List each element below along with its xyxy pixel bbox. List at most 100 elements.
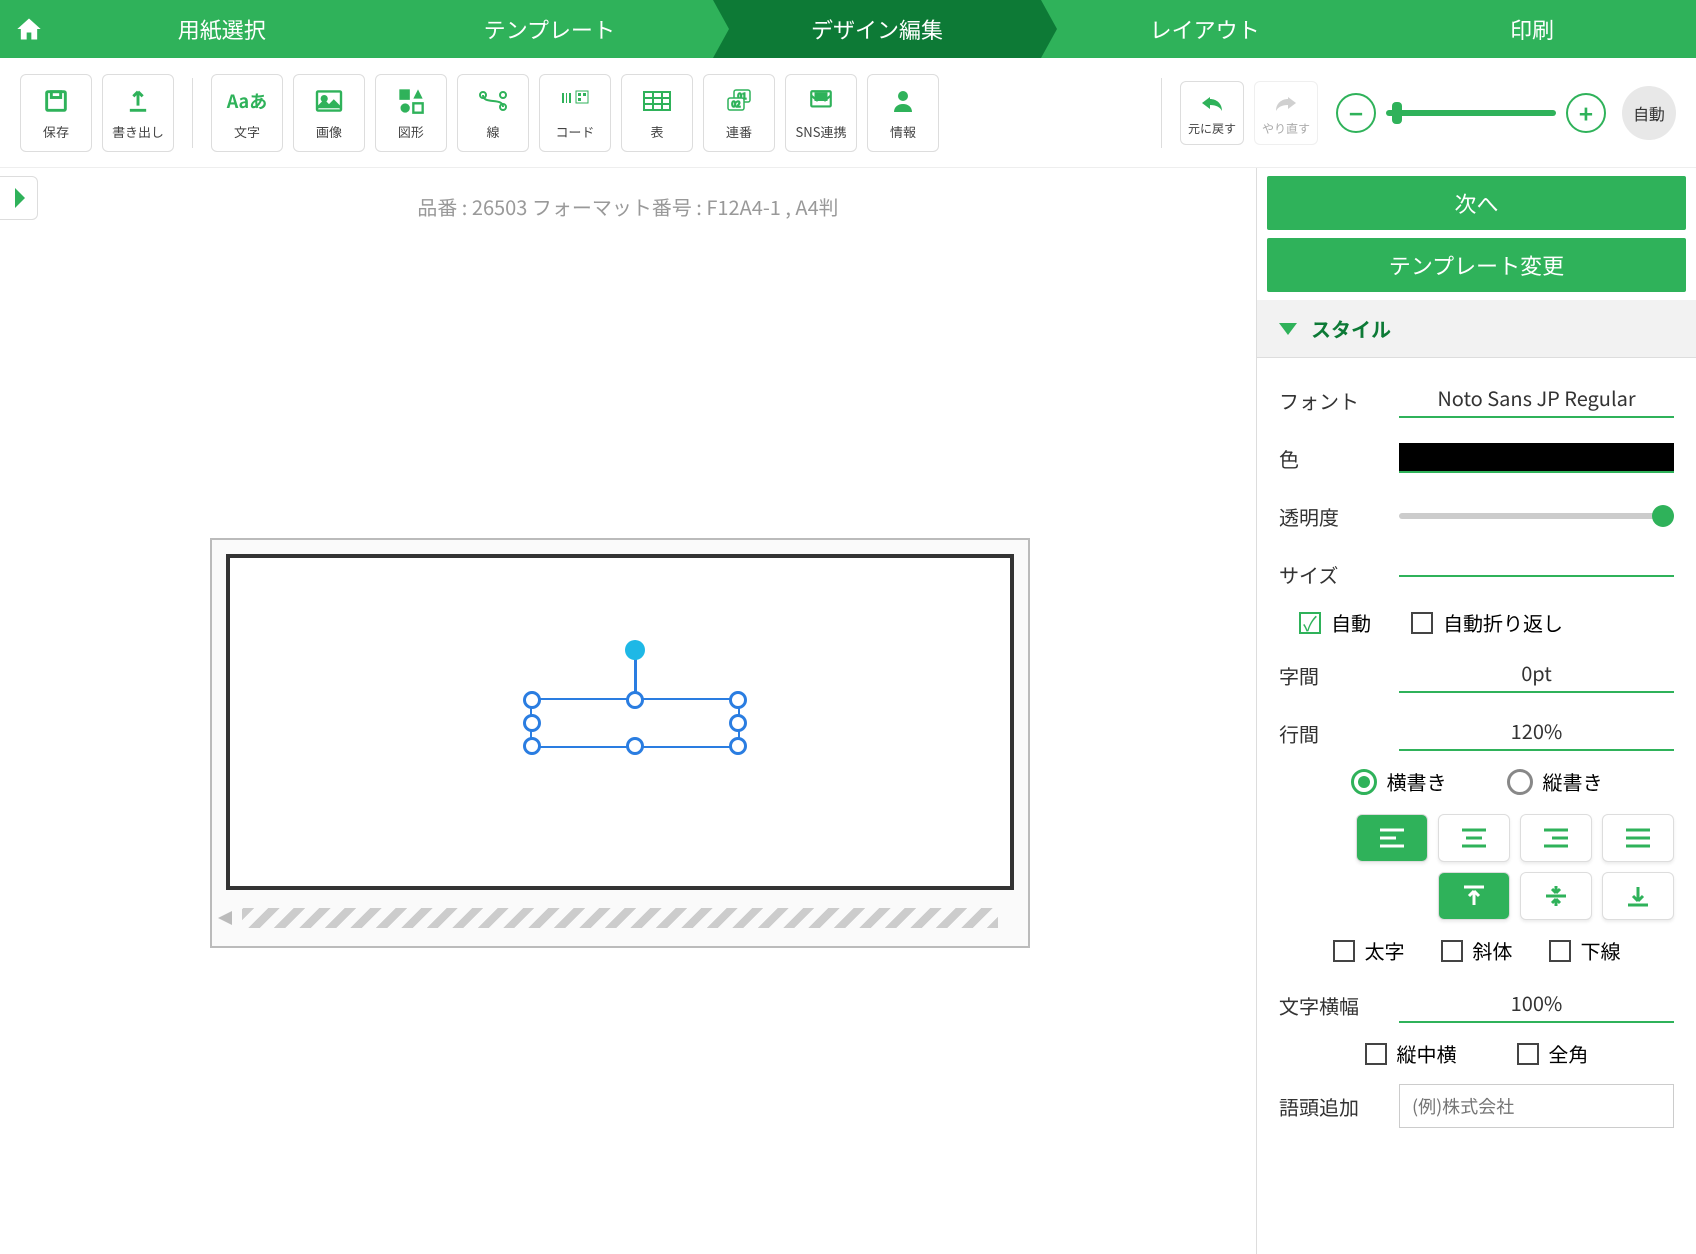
checkbox-icon <box>1517 1043 1539 1065</box>
resize-handle-mr[interactable] <box>729 714 747 732</box>
resize-handle-ml[interactable] <box>523 714 541 732</box>
separator <box>1161 78 1162 148</box>
horizontal-radio[interactable]: 横書き <box>1351 767 1447 796</box>
tool-label: 線 <box>486 122 499 141</box>
text-button[interactable]: Aaあ 文字 <box>211 74 283 152</box>
fullwidth-checkbox[interactable]: 全角 <box>1517 1039 1589 1068</box>
color-swatch[interactable] <box>1399 443 1674 473</box>
checkbox-label: 全角 <box>1549 1039 1589 1068</box>
info-button[interactable]: 情報 <box>867 74 939 152</box>
zoom-auto-button[interactable]: 自動 <box>1622 86 1676 140</box>
underline-checkbox[interactable]: 下線 <box>1549 936 1621 965</box>
tool-label: コード <box>555 122 594 141</box>
font-value[interactable]: Noto Sans JP Regular <box>1399 383 1674 418</box>
nav-step-print[interactable]: 印刷 <box>1368 0 1696 58</box>
auto-size-checkbox[interactable]: ✓ 自動 <box>1299 608 1371 637</box>
table-icon <box>642 84 672 118</box>
tool-label: 情報 <box>890 122 916 141</box>
zoom-control: − + 自動 <box>1336 86 1676 140</box>
image-button[interactable]: 画像 <box>293 74 365 152</box>
expand-sidebar-tab[interactable] <box>0 176 38 220</box>
resize-handle-tm[interactable] <box>626 691 644 709</box>
rotate-handle[interactable] <box>625 640 645 660</box>
nav-step-layout[interactable]: レイアウト <box>1041 0 1369 58</box>
resize-handle-tr[interactable] <box>729 691 747 709</box>
prefix-input[interactable] <box>1399 1084 1674 1128</box>
tool-label: 元に戻す <box>1188 120 1236 137</box>
bold-checkbox[interactable]: 太字 <box>1333 936 1405 965</box>
next-button[interactable]: 次へ <box>1267 176 1686 230</box>
color-label: 色 <box>1279 444 1399 473</box>
nav-step-paper[interactable]: 用紙選択 <box>58 0 386 58</box>
checkbox-label: 太字 <box>1365 936 1405 965</box>
style-section-header[interactable]: スタイル <box>1257 300 1696 358</box>
align-right-button[interactable] <box>1520 814 1592 862</box>
valign-bottom-button[interactable] <box>1602 872 1674 920</box>
align-right-icon <box>1542 827 1570 849</box>
zoom-in-button[interactable]: + <box>1566 93 1606 133</box>
line-button[interactable]: 線 <box>457 74 529 152</box>
change-template-button[interactable]: テンプレート変更 <box>1267 238 1686 292</box>
size-label: サイズ <box>1279 560 1399 589</box>
valign-top-button[interactable] <box>1438 872 1510 920</box>
align-center-button[interactable] <box>1438 814 1510 862</box>
serial-button[interactable]: 0102 連番 <box>703 74 775 152</box>
align-justify-button[interactable] <box>1602 814 1674 862</box>
leading-value[interactable]: 120% <box>1399 716 1674 751</box>
opacity-label: 透明度 <box>1279 502 1399 531</box>
redo-button[interactable]: やり直す <box>1254 81 1318 145</box>
tool-label: 保存 <box>43 122 69 141</box>
valign-bottom-icon <box>1625 883 1651 909</box>
zoom-out-button[interactable]: − <box>1336 93 1376 133</box>
tool-label: SNS連携 <box>796 122 847 141</box>
shape-button[interactable]: 図形 <box>375 74 447 152</box>
nav-step-template[interactable]: テンプレート <box>386 0 714 58</box>
svg-text:02: 02 <box>732 99 741 110</box>
save-icon <box>42 84 70 118</box>
tool-label: やり直す <box>1262 120 1310 137</box>
serial-icon: 0102 <box>724 84 754 118</box>
radio-label: 縦書き <box>1543 767 1603 796</box>
leading-label: 行間 <box>1279 719 1399 748</box>
checkbox-label: 自動折り返し <box>1443 608 1563 637</box>
valign-middle-button[interactable] <box>1520 872 1592 920</box>
checkbox-label: 斜体 <box>1473 936 1513 965</box>
tatechuyoko-checkbox[interactable]: 縦中横 <box>1365 1039 1457 1068</box>
kerning-value[interactable]: 0pt <box>1399 658 1674 693</box>
zoom-slider[interactable] <box>1386 110 1556 116</box>
separator <box>192 78 193 148</box>
style-properties: フォント Noto Sans JP Regular 色 透明度 サイズ ✓ 自動 <box>1257 358 1696 1158</box>
resize-handle-tl[interactable] <box>523 691 541 709</box>
tool-label: 画像 <box>316 122 342 141</box>
checkbox-label: 下線 <box>1581 936 1621 965</box>
save-button[interactable]: 保存 <box>20 74 92 152</box>
section-title: スタイル <box>1311 314 1391 343</box>
undo-icon <box>1200 88 1224 120</box>
auto-wrap-checkbox[interactable]: 自動折り返し <box>1411 608 1563 637</box>
nav-step-design[interactable]: デザイン編集 <box>713 0 1041 58</box>
undo-button[interactable]: 元に戻す <box>1180 81 1244 145</box>
char-width-label: 文字横幅 <box>1279 991 1399 1020</box>
italic-checkbox[interactable]: 斜体 <box>1441 936 1513 965</box>
canvas-page[interactable] <box>210 538 1030 948</box>
opacity-slider[interactable] <box>1399 513 1674 519</box>
code-button[interactable]: コード <box>539 74 611 152</box>
export-button[interactable]: 書き出し <box>102 74 174 152</box>
zoom-thumb[interactable] <box>1392 102 1402 124</box>
sns-button[interactable]: SNS連携 <box>785 74 857 152</box>
canvas-info: 品番 : 26503 フォーマット番号 : F12A4-1 , A4判 <box>0 168 1256 221</box>
table-button[interactable]: 表 <box>621 74 693 152</box>
vertical-radio[interactable]: 縦書き <box>1507 767 1603 796</box>
size-value[interactable] <box>1399 571 1674 577</box>
opacity-thumb[interactable] <box>1652 505 1674 527</box>
home-button[interactable] <box>0 0 58 58</box>
chevron-right-icon <box>11 186 27 210</box>
char-width-value[interactable]: 100% <box>1399 988 1674 1023</box>
resize-handle-br[interactable] <box>729 737 747 755</box>
align-left-button[interactable] <box>1356 814 1428 862</box>
step-nav: 用紙選択 テンプレート デザイン編集 レイアウト 印刷 <box>0 0 1696 58</box>
selected-text-box[interactable] <box>530 698 740 748</box>
resize-handle-bl[interactable] <box>523 737 541 755</box>
line-icon <box>478 84 508 118</box>
resize-handle-bm[interactable] <box>626 737 644 755</box>
